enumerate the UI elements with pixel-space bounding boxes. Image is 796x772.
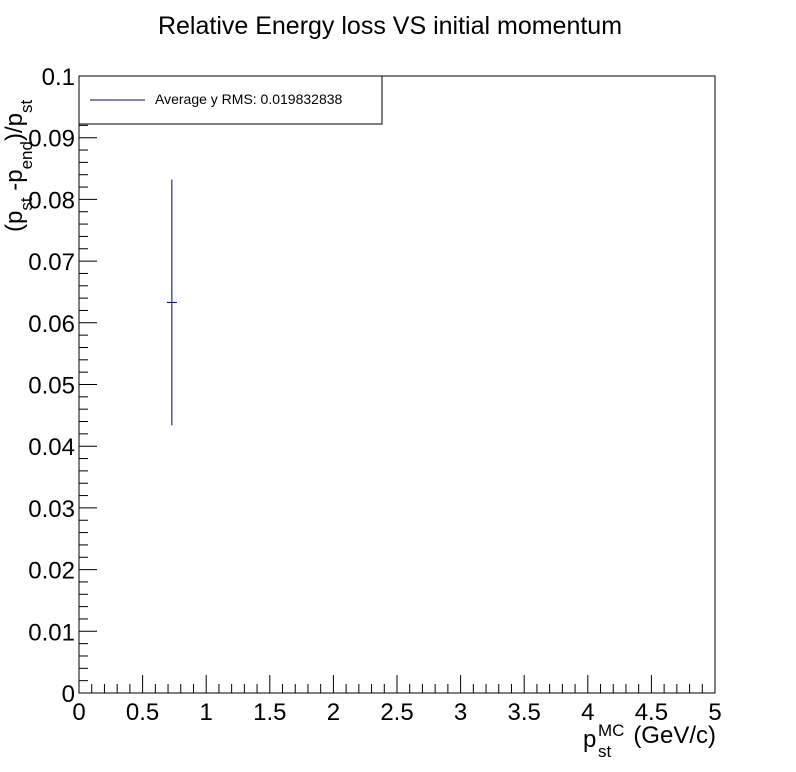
legend-entry: Average y RMS: 0.019832838 [155,91,343,107]
chart-title: Relative Energy loss VS initial momentum [158,12,622,40]
x-tick-label: 3 [454,699,467,726]
y-tick-label: 0 [62,681,75,708]
x-tick-label: 4.5 [635,699,668,726]
y-tick-label: 0.04 [28,434,75,461]
x-axis-label: p MC st (GeV/c) [583,721,716,761]
x-axis: 0 0.5 1 1.5 2 2.5 3 3.5 4 4.5 5 [72,675,722,726]
x-tick-label: 1 [200,699,213,726]
x-axis-label-sub: st [598,742,612,761]
x-axis-label-unit: (GeV/c) [633,722,716,749]
y-tick-label: 0.08 [28,187,75,214]
y-tick-label: 0.06 [28,311,75,338]
x-tick-label: 2 [327,699,340,726]
x-tick-label: 4 [581,699,594,726]
y-axis: 0 0.01 0.02 0.03 0.04 0.05 0.06 0.07 0.08 0.09 0.1 [28,64,97,708]
y-tick-label: 0.07 [28,249,75,276]
y-tick-label: 0.03 [28,496,75,523]
x-axis-label-sup: MC [598,721,624,740]
y-tick-label: 0.1 [42,64,75,91]
x-tick-label: 3.5 [508,699,541,726]
x-tick-label: 5 [708,699,721,726]
y-tick-label: 0.09 [28,126,75,153]
y-axis-label: (pst -pend)/pst [1,100,36,232]
x-tick-label: 1.5 [253,699,286,726]
y-tick-label: 0.02 [28,558,75,585]
y-tick-label: 0.01 [28,619,75,646]
x-axis-label-base: p [583,726,596,753]
y-tick-label: 0.05 [28,373,75,400]
legend: Average y RMS: 0.019832838 [78,75,383,125]
plot-frame [78,75,716,694]
x-tick-label: 0.5 [126,699,159,726]
x-tick-label: 0 [72,699,85,726]
data-marks [166,179,177,426]
x-tick-label: 2.5 [380,699,413,726]
